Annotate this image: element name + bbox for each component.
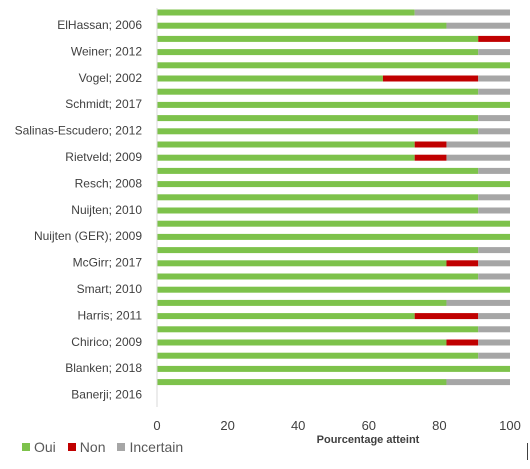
bar-segment-oui-14 (157, 181, 510, 188)
bar-segment-incertain-2 (446, 22, 510, 29)
x-tick-labels: 0 20 40 60 80 100 (153, 418, 520, 433)
legend-swatch (117, 443, 126, 451)
legend-label: Oui (34, 439, 56, 455)
bar-segment-incertain-11 (446, 141, 510, 148)
bar-segment-incertain-29 (446, 379, 510, 386)
bar-segment-oui-1 (157, 9, 415, 16)
legend: Oui Non Incertain (22, 439, 195, 455)
bar-segment-oui-15 (157, 194, 479, 201)
bar-segment-incertain-1 (414, 9, 510, 16)
category-label: Harris; 2011 (78, 308, 143, 322)
bar-segment-oui-10 (157, 128, 479, 135)
bar-segment-incertain-25 (478, 326, 510, 333)
category-label: Nuijten (GER); 2009 (34, 229, 142, 243)
legend-swatch (67, 443, 76, 451)
bar-segment-oui-22 (157, 286, 510, 293)
bar-segment-incertain-4 (478, 49, 510, 56)
bar-segment-oui-8 (157, 101, 510, 108)
bar-segment-oui-27 (157, 352, 479, 359)
bar-segment-non-12 (414, 154, 447, 161)
category-label: Chirico; 2009 (71, 335, 142, 349)
bar-segment-oui-7 (157, 88, 479, 95)
bar-segment-oui-9 (157, 115, 479, 122)
bars-group (157, 9, 510, 386)
bar-segment-incertain-7 (478, 88, 510, 95)
x-tick-label: 100 (499, 418, 521, 433)
category-label: Rietveld; 2009 (65, 150, 142, 164)
bar-segment-incertain-24 (478, 313, 510, 320)
x-axis-title: Pourcentage atteint (317, 434, 420, 446)
bar-segment-oui-12 (157, 154, 415, 161)
bar-segment-non-6 (382, 75, 479, 82)
category-label: Smart; 2010 (77, 282, 143, 296)
x-tick-label: 20 (220, 418, 234, 433)
bar-segment-incertain-27 (478, 352, 510, 359)
bar-segment-oui-3 (157, 35, 479, 42)
bar-segment-incertain-16 (478, 207, 510, 214)
category-label: Schmidt; 2017 (65, 97, 142, 111)
bar-segment-non-11 (414, 141, 447, 148)
bar-segment-incertain-19 (478, 247, 510, 254)
bar-segment-incertain-21 (478, 273, 510, 280)
category-label: Resch; 2008 (75, 176, 143, 190)
bar-segment-non-24 (414, 313, 479, 320)
category-label: Nuijten; 2010 (71, 203, 142, 217)
bar-segment-oui-11 (157, 141, 415, 148)
bar-segment-oui-17 (157, 220, 510, 227)
bar-segment-oui-21 (157, 273, 479, 280)
bar-segment-non-20 (446, 260, 479, 267)
bar-segment-incertain-15 (478, 194, 510, 201)
x-tick-label: 0 (153, 418, 160, 433)
bar-segment-oui-29 (157, 379, 447, 386)
category-label: Weiner; 2012 (71, 44, 142, 58)
bar-segment-incertain-23 (446, 299, 510, 306)
bar-segment-oui-23 (157, 299, 447, 306)
legend-label: Non (79, 439, 106, 455)
category-labels: ElHassan; 2006 Weiner; 2012 Vogel; 2002 Sch… (15, 18, 143, 402)
bar-segment-oui-4 (157, 49, 479, 56)
bar-segment-oui-18 (157, 233, 510, 240)
legend-item-non: Non (67, 439, 106, 455)
bar-segment-incertain-12 (446, 154, 510, 161)
bar-segment-incertain-13 (478, 167, 510, 174)
bar-segment-incertain-10 (478, 128, 510, 135)
bar-segment-incertain-9 (478, 115, 510, 122)
category-label: ElHassan; 2006 (57, 18, 142, 32)
bar-segment-non-3 (478, 35, 510, 42)
category-label: McGirr; 2017 (73, 256, 143, 270)
x-tick-label: 60 (362, 418, 376, 433)
x-tick-label: 40 (291, 418, 305, 433)
category-label: Blanken; 2018 (65, 361, 142, 375)
bar-segment-oui-5 (157, 62, 510, 69)
category-label: Salinas-Escudero; 2012 (15, 124, 143, 138)
x-tick-label: 80 (432, 418, 446, 433)
bar-segment-oui-6 (157, 75, 383, 82)
bar-segment-oui-28 (157, 365, 510, 372)
category-label: Vogel; 2002 (79, 71, 143, 85)
bar-segment-oui-16 (157, 207, 479, 214)
bar-segment-oui-25 (157, 326, 479, 333)
legend-item-oui: Oui (22, 439, 56, 455)
bar-segment-non-26 (446, 339, 479, 346)
category-label: Banerji; 2016 (71, 388, 142, 402)
legend-item-incertain: Incertain (117, 439, 183, 455)
bar-segment-oui-2 (157, 22, 447, 29)
legend-label: Incertain (129, 439, 184, 455)
edge-divider (527, 443, 528, 460)
bar-segment-incertain-6 (478, 75, 510, 82)
bar-segment-oui-24 (157, 313, 415, 320)
bar-segment-oui-19 (157, 247, 479, 254)
bar-segment-oui-20 (157, 260, 447, 267)
bar-segment-incertain-26 (478, 339, 510, 346)
bar-segment-oui-13 (157, 167, 479, 174)
legend-swatch (22, 443, 30, 451)
bar-segment-incertain-20 (478, 260, 510, 267)
bar-segment-oui-26 (157, 339, 447, 346)
